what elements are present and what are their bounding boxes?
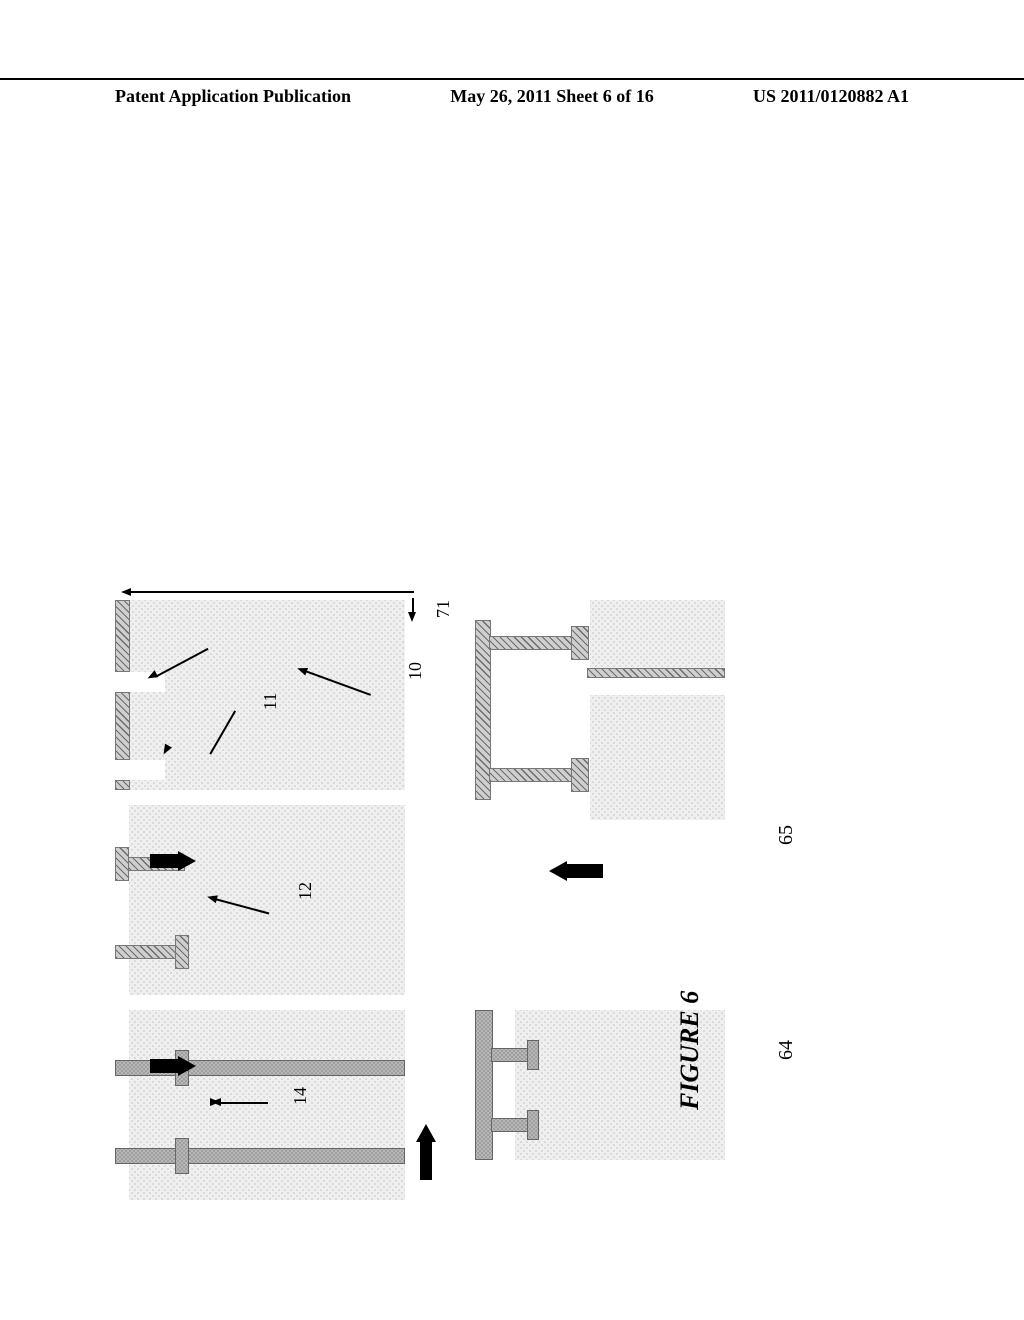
lead-71-arrow (408, 612, 416, 622)
panel63-cap2 (175, 1138, 189, 1174)
header-middle: May 26, 2011 Sheet 6 of 16 (450, 86, 653, 107)
panel65-pad-top (571, 626, 589, 660)
lead-71-hline (129, 591, 414, 593)
panel-62 (115, 805, 405, 995)
lead-14-line (220, 1102, 268, 1104)
panel61-topbar-b (115, 692, 130, 760)
header-left: Patent Application Publication (115, 86, 351, 107)
panel-63 (115, 1010, 405, 1200)
lead-10-label: 10 (405, 662, 426, 680)
panel65-link-a (587, 668, 725, 678)
lead-11-label: 11 (260, 693, 281, 710)
lead-14-label: 14 (290, 1087, 311, 1105)
panel62-t2-cap (175, 935, 189, 969)
panel65-arm-bot (489, 768, 577, 782)
label-64: 64 (775, 1040, 798, 1060)
lead-14-arrow-fwd (210, 1098, 220, 1106)
panel62-t1-cap (115, 847, 129, 881)
figure-caption: FIGURE 6 (675, 991, 705, 1110)
panel64-film (475, 1010, 493, 1160)
header-row: Patent Application Publication May 26, 2… (0, 86, 1024, 107)
panel63-body (129, 1010, 405, 1200)
label-65: 65 (775, 825, 798, 845)
panel65-body-a (590, 600, 725, 670)
panel65-body-b (590, 695, 725, 820)
panel61-topbar-c (115, 780, 130, 790)
panel64-cap2 (527, 1110, 539, 1140)
panel65-pad-bot (571, 758, 589, 792)
figure-6: 71 10 11 61 12 62 (115, 180, 915, 1180)
page-header: Patent Application Publication May 26, 2… (0, 78, 1024, 107)
header-right: US 2011/0120882 A1 (753, 86, 909, 107)
panel62-body (129, 805, 405, 995)
panel63-bar2 (115, 1148, 405, 1164)
lead-12-label: 12 (295, 882, 316, 900)
panel61-notch-2 (115, 760, 165, 780)
panel-65 (475, 600, 725, 820)
panel61-topbar-a (115, 600, 130, 672)
panel65-arm-top (489, 636, 577, 650)
lead-71-label: 71 (433, 600, 454, 618)
panel64-cap1 (527, 1040, 539, 1070)
